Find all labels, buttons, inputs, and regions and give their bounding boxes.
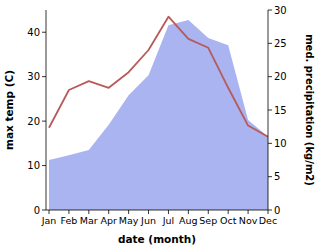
- x-tick-label: Nov: [239, 215, 258, 226]
- y2-tick-label: 0: [274, 205, 280, 216]
- x-tick-label: Oct: [220, 215, 237, 226]
- x-tick-label: May: [119, 215, 139, 226]
- x-tick-label: Dec: [259, 215, 277, 226]
- y-tick-label: 30: [27, 71, 40, 82]
- y-tick: [42, 121, 46, 122]
- x-tick-label: Jan: [41, 215, 57, 226]
- x-tick: [208, 210, 209, 214]
- y2-tick-label: 30: [274, 5, 287, 16]
- y-tick: [42, 210, 46, 211]
- x-tick-label: Feb: [60, 215, 77, 226]
- x-tick: [268, 210, 269, 214]
- y-tick-label: 10: [27, 160, 40, 171]
- y-tick: [42, 165, 46, 166]
- x-tick: [68, 210, 69, 214]
- x-tick-label: Apr: [101, 215, 118, 226]
- x-tick: [148, 210, 149, 214]
- y2-tick: [268, 10, 272, 11]
- x-tick: [49, 210, 50, 214]
- y-tick: [42, 76, 46, 77]
- x-tick: [108, 210, 109, 214]
- y2-tick: [268, 76, 272, 77]
- x-tick: [188, 210, 189, 214]
- x-tick: [128, 210, 129, 214]
- y-tick-label: 20: [27, 116, 40, 127]
- x-tick-label: Jul: [162, 215, 174, 226]
- x-tick-label: Jun: [140, 215, 156, 226]
- y2-tick: [268, 43, 272, 44]
- x-tick: [88, 210, 89, 214]
- y2-tick: [268, 176, 272, 177]
- x-label: date (month): [118, 233, 196, 245]
- x-tick: [168, 210, 169, 214]
- x-tick: [248, 210, 249, 214]
- y-tick-label: 0: [34, 205, 40, 216]
- x-tick-label: Mar: [80, 215, 98, 226]
- temp-line: [49, 17, 268, 137]
- x-tick-label: Sep: [199, 215, 217, 226]
- y-tick-label: 40: [27, 27, 40, 38]
- plot-area: [49, 17, 268, 210]
- y2-tick-label: 5: [274, 171, 280, 182]
- chart: 0 10 20 30 40 0 5 10 15 20 25 30 JanFebMarAprMayJun J…: [0, 0, 318, 247]
- y2-label: med. precipitation (kg/m2): [304, 34, 315, 186]
- y-label: max temp (C): [3, 70, 15, 150]
- precip-area: [49, 20, 268, 210]
- x-tick-label: Aug: [179, 215, 198, 226]
- x-axis-line: [46, 210, 268, 211]
- y2-tick-label: 25: [274, 38, 287, 49]
- y2-tick: [268, 143, 272, 144]
- y2-tick: [268, 210, 272, 211]
- y2-tick-label: 20: [274, 71, 287, 82]
- y-axis-line: [46, 10, 47, 210]
- y-tick: [42, 32, 46, 33]
- y2-tick: [268, 110, 272, 111]
- y2-tick-label: 10: [274, 138, 287, 149]
- x-tick: [228, 210, 229, 214]
- y2-tick-label: 15: [274, 105, 287, 116]
